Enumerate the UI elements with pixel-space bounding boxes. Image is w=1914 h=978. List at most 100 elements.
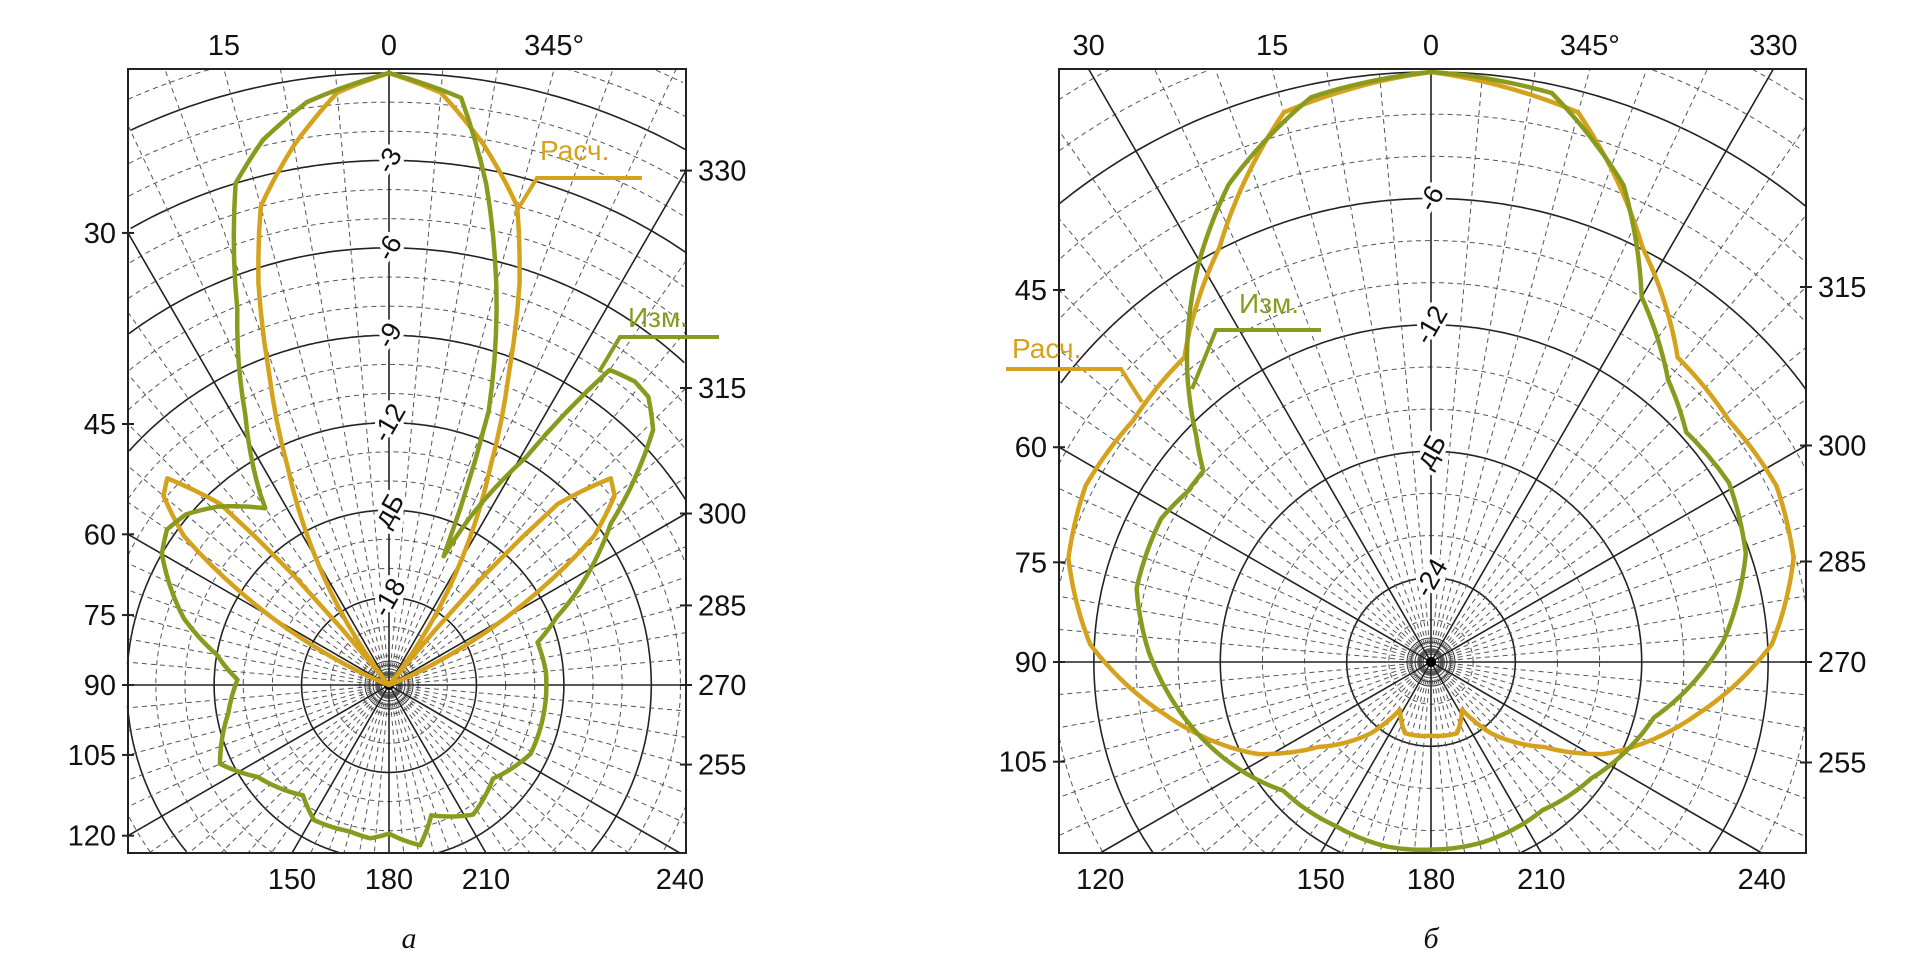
angle-tick-label: 180 <box>365 864 413 896</box>
angle-tick-label: 90 <box>1015 647 1047 679</box>
radial-tick-label: -12 <box>1408 300 1453 349</box>
minor-spoke <box>388 68 555 686</box>
minor-spoke <box>164 68 390 686</box>
radial-tick-label: -6 <box>1412 181 1450 217</box>
minor-spoke <box>127 614 390 686</box>
minor-spoke <box>127 661 390 686</box>
series-line-calculated <box>161 70 617 688</box>
minor-spoke <box>127 638 390 686</box>
major-spoke <box>1430 68 1775 663</box>
minor-spoke <box>1157 661 1432 854</box>
legend-b: Расч. Изм. <box>1006 288 1321 404</box>
minor-spoke <box>1325 68 1432 663</box>
minor-spoke <box>388 684 420 854</box>
major-spoke <box>1087 68 1432 663</box>
angle-tick-label: 330 <box>698 156 746 188</box>
minor-spoke <box>1058 349 1432 663</box>
minor-spoke <box>1430 661 1659 854</box>
minor-spoke <box>1430 68 1591 663</box>
minor-spoke <box>223 68 390 686</box>
minor-ring <box>1059 69 1803 152</box>
minor-spoke <box>1430 68 1648 663</box>
major-ring <box>213 509 565 855</box>
minor-spoke <box>1430 214 1807 663</box>
minor-spoke <box>1058 526 1432 663</box>
minor-spoke <box>358 684 390 854</box>
radial-tick-label: -18 <box>366 573 411 622</box>
legend-label-calc-a: Расч. <box>540 135 609 166</box>
minor-spoke <box>127 684 390 781</box>
angle-tick-label: 270 <box>698 670 746 702</box>
angle-tick-label: 255 <box>698 750 746 782</box>
minor-spoke <box>127 684 390 732</box>
series-line-calculated <box>1066 69 1796 757</box>
minor-spoke <box>388 476 687 686</box>
angle-tick-label: 90 <box>84 670 116 702</box>
polar-grid <box>1058 68 1807 854</box>
legend-label-calc-b: Расч. <box>1012 333 1081 364</box>
minor-spoke <box>1058 130 1432 663</box>
minor-spoke <box>1058 661 1432 695</box>
minor-spoke <box>388 684 687 712</box>
angle-tick-label: 0 <box>381 30 397 62</box>
minor-ring <box>128 101 686 184</box>
minor-spoke <box>388 435 687 686</box>
minor-spoke <box>1430 126 1807 663</box>
angle-tick-label: 15 <box>1256 30 1288 62</box>
minor-spoke <box>1058 561 1432 663</box>
angle-tick-label: 240 <box>1738 864 1786 896</box>
angle-tick-label: 315 <box>698 373 746 405</box>
minor-spoke <box>388 387 687 686</box>
minor-spoke <box>127 684 390 808</box>
minor-ring <box>1060 155 1805 321</box>
angle-tick-label: 315 <box>1818 272 1866 304</box>
minor-ring <box>129 276 686 405</box>
minor-ring <box>1135 366 1727 852</box>
angle-tick-label: 345° <box>524 30 584 62</box>
major-spoke <box>388 170 687 686</box>
minor-ring <box>1058 68 1804 101</box>
minor-spoke <box>1058 218 1432 663</box>
major-spoke <box>1430 661 1763 854</box>
minor-spoke <box>1430 661 1483 854</box>
radial-tick-label: -12 <box>366 398 411 447</box>
minor-spoke <box>388 684 590 854</box>
minor-ring <box>155 451 623 854</box>
angle-tick-label: 180 <box>1407 864 1455 896</box>
angle-tick-label: 105 <box>999 747 1047 779</box>
minor-spoke <box>1430 486 1807 663</box>
caption-a: а <box>402 922 417 955</box>
minor-spoke <box>1430 661 1807 799</box>
legend-leader-meas-b <box>1190 328 1321 390</box>
minor-spoke <box>188 684 390 854</box>
major-spoke <box>388 512 687 686</box>
minor-spoke <box>1430 661 1807 763</box>
angle-tick-label: 240 <box>656 864 704 896</box>
minor-ring <box>128 130 683 216</box>
major-spoke <box>127 232 390 686</box>
minor-spoke <box>127 125 390 686</box>
angle-tick-label: 30 <box>84 218 116 250</box>
series-line-measured <box>159 70 656 848</box>
minor-ring <box>1058 282 1807 852</box>
legend-label-meas-a: Изм. <box>628 302 688 333</box>
minor-spoke <box>334 68 390 686</box>
series-line-measured <box>1134 69 1749 853</box>
minor-spoke <box>1430 346 1807 663</box>
minor-ring <box>127 305 686 450</box>
minor-ring <box>129 189 684 288</box>
polar-grid <box>126 68 687 855</box>
minor-ring <box>127 68 686 117</box>
minor-spoke <box>1270 661 1432 854</box>
legend-label-meas-b: Изм. <box>1239 288 1299 319</box>
minor-spoke <box>148 684 390 854</box>
minor-spoke <box>1430 661 1623 854</box>
caption-b: б <box>1423 922 1439 955</box>
minor-spoke <box>1378 68 1432 663</box>
minor-spoke <box>127 589 390 686</box>
minor-spoke <box>1271 68 1432 663</box>
minor-spoke <box>388 684 558 854</box>
minor-spoke <box>327 684 390 854</box>
radial-tick-label: дБ <box>1410 429 1453 473</box>
major-spoke <box>1099 661 1432 854</box>
